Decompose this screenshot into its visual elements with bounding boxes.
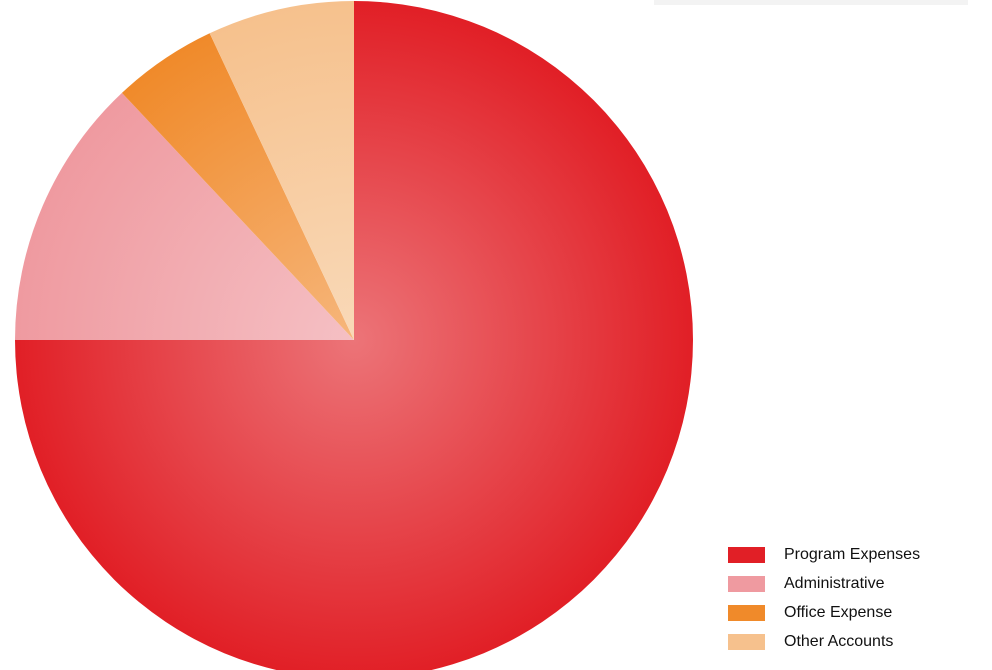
legend-swatch-office-expense [728, 604, 765, 621]
legend-item-office-expense: Office Expense [728, 598, 978, 627]
legend-label-office-expense: Office Expense [784, 603, 893, 621]
pie-slice-other-accounts [209, 0, 354, 340]
legend-swatch-administrative [728, 575, 765, 592]
top-header-strip [654, 0, 968, 5]
legend-label-administrative: Administrative [784, 574, 885, 592]
legend-item-administrative: Administrative [728, 569, 978, 598]
legend-label-program-expenses: Program Expenses [784, 545, 921, 563]
legend: Program Expenses Administrative Office E… [728, 540, 978, 656]
pie-slice-office-expense [121, 33, 354, 340]
legend-item-other-accounts: Other Accounts [728, 627, 978, 656]
pie-slice-administrative [15, 92, 354, 340]
legend-swatch-other-accounts [728, 633, 765, 650]
legend-label-other-accounts: Other Accounts [784, 632, 894, 650]
legend-item-program-expenses: Program Expenses [728, 540, 978, 569]
legend-swatch-program-expenses [728, 546, 765, 563]
pie-slices [15, 0, 693, 670]
